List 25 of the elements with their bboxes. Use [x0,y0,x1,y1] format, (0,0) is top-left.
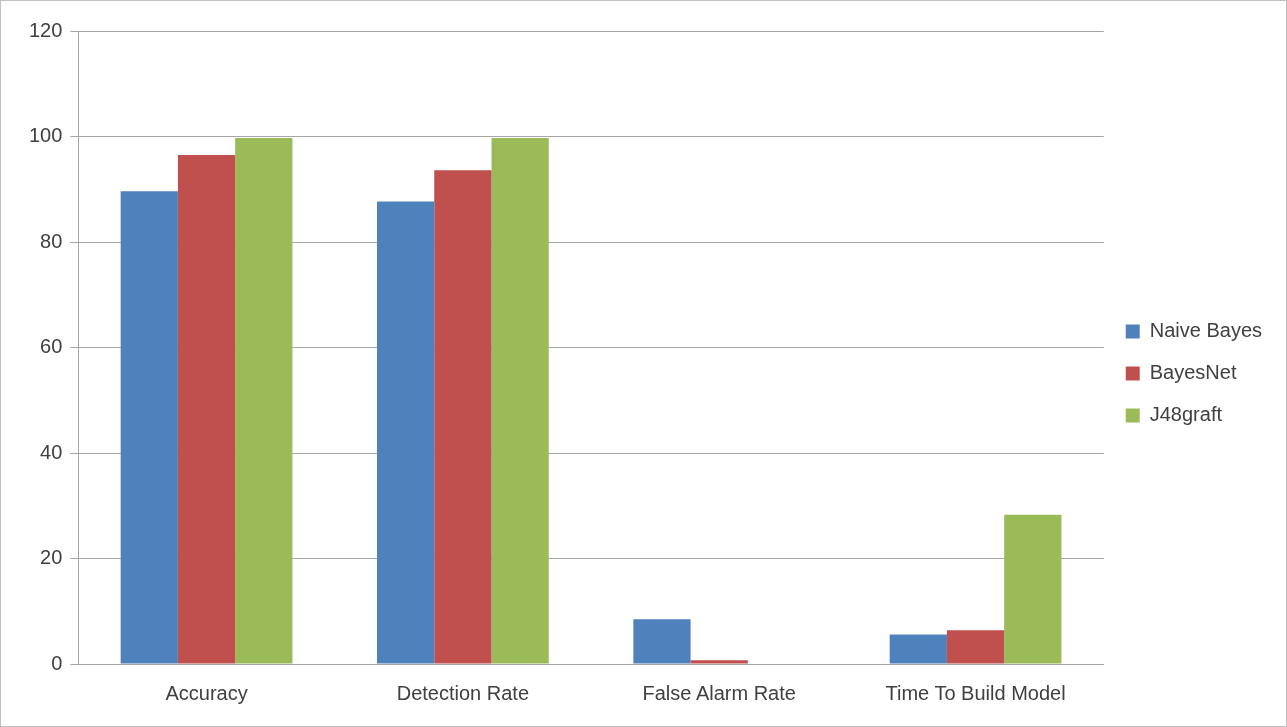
legend-label: BayesNet [1149,361,1237,384]
y-tick-label: 120 [28,18,63,41]
bar [491,138,549,664]
bar [377,201,435,664]
y-tick-label: 80 [40,229,63,252]
y-tick-label: 0 [51,651,63,674]
bar [177,154,236,664]
y-tick-label: 100 [28,124,63,147]
y-tick-label: 40 [40,440,63,463]
x-tick-label: Accuracy [165,681,248,704]
bar [633,619,691,664]
bar [690,660,748,664]
legend-label: J48graft [1149,403,1223,426]
bar [946,630,1005,664]
bar [889,634,947,664]
x-tick-label: Detection Rate [396,681,530,704]
bar [434,170,492,664]
legend-label: Naive Bayes [1149,319,1263,342]
x-tick-label: Time To Build Model [885,681,1066,704]
x-tick-label: False Alarm Rate [642,681,796,704]
y-tick-label: 20 [40,546,63,569]
y-tick-label: 60 [40,335,63,358]
bar [235,138,293,664]
bar [120,191,178,664]
bar [1004,514,1062,664]
